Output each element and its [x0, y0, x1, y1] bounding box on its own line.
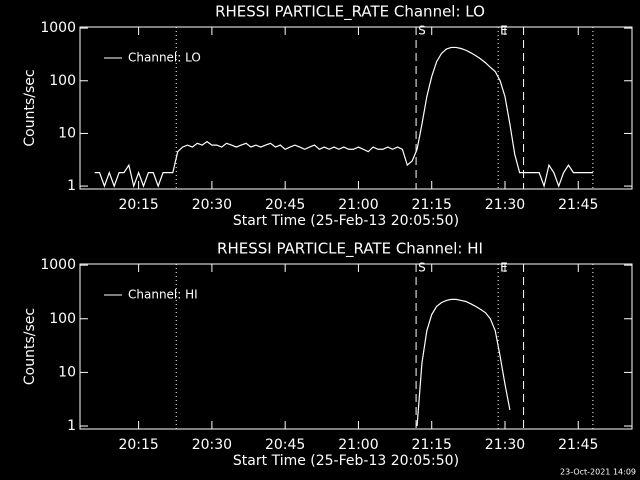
x-axis-label: Start Time (25-Feb-13 20:05:50) [233, 453, 459, 469]
marker-label: S [418, 24, 426, 38]
legend-label: Channel: LO [128, 51, 201, 65]
y-tick-label: 1 [67, 418, 76, 434]
data-line [416, 298, 511, 427]
marker-label: S [418, 261, 426, 275]
y-tick-label: 100 [49, 73, 76, 89]
y-axis-label: Counts/sec [22, 69, 38, 146]
x-tick-label: 21:00 [338, 197, 378, 213]
y-axis-label: Counts/sec [22, 308, 38, 385]
y-tick-label: 10 [58, 364, 76, 380]
x-tick-label: 21:45 [558, 437, 598, 453]
x-tick-label: 20:30 [192, 197, 232, 213]
data-line [94, 46, 593, 189]
timestamp: 23-Oct-2021 14:09 [560, 468, 636, 477]
x-tick-label: 21:30 [485, 197, 525, 213]
plot-frame [79, 26, 633, 190]
legend-label: Channel: HI [128, 288, 198, 302]
marker-label: E [500, 24, 508, 38]
x-tick-label: 20:45 [265, 437, 305, 453]
x-tick-label: 21:45 [558, 197, 598, 213]
y-tick-label: 100 [49, 311, 76, 327]
x-tick-label: 21:00 [338, 437, 378, 453]
x-tick-label: 21:30 [485, 437, 525, 453]
y-tick-label: 1 [67, 178, 76, 194]
x-tick-label: 20:15 [118, 437, 158, 453]
plot-frame [79, 263, 633, 430]
x-tick-label: 20:45 [265, 197, 305, 213]
chart-title: RHESSI PARTICLE_RATE Channel: LO [215, 3, 485, 22]
x-tick-label: 21:15 [412, 437, 452, 453]
x-tick-label: 20:30 [192, 437, 232, 453]
y-tick-label: 1000 [40, 257, 76, 273]
x-axis-label: Start Time (25-Feb-13 20:05:50) [233, 213, 459, 229]
chart-title: RHESSI PARTICLE_RATE Channel: HI [217, 240, 483, 259]
y-tick-label: 1000 [40, 20, 76, 36]
y-tick-label: 10 [58, 125, 76, 141]
x-tick-label: 21:15 [412, 197, 452, 213]
marker-label: E [500, 261, 508, 275]
x-tick-label: 20:15 [118, 197, 158, 213]
